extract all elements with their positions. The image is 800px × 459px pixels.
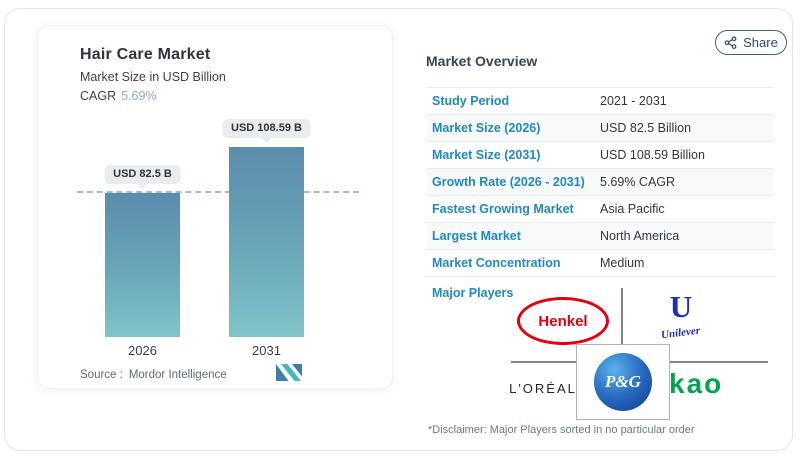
reference-dashed-line — [77, 191, 359, 193]
x-tick-label: 2026 — [128, 343, 157, 358]
bar-2026 — [105, 193, 180, 337]
table-row: Study Period 2021 - 2031 — [426, 88, 774, 115]
row-value: USD 108.59 Billion — [600, 148, 705, 162]
unilever-logo-text: Unilever — [660, 324, 702, 342]
share-icon — [724, 36, 737, 49]
bar-2031 — [229, 147, 304, 337]
players-horizontal-divider-left — [511, 361, 576, 363]
chart-card: Hair Care Market Market Size in USD Bill… — [37, 25, 393, 389]
overview-table: Study Period 2021 - 2031 Market Size (2026… — [426, 87, 774, 277]
pg-logo: P&G — [594, 353, 652, 411]
table-row: Largest Market North America — [426, 223, 774, 250]
loreal-logo: L'ORÉAL — [509, 381, 577, 396]
source-label: Source : — [80, 369, 123, 381]
row-label: Market Size (2026) — [432, 121, 541, 135]
row-value: 2021 - 2031 — [600, 94, 667, 108]
pg-logo-text: P&G — [605, 372, 641, 391]
overview-title: Market Overview — [426, 53, 538, 69]
row-label: Largest Market — [432, 229, 521, 243]
table-row: Market Concentration Medium — [426, 250, 774, 277]
row-value: North America — [600, 229, 680, 243]
row-label: Market Concentration — [432, 256, 561, 270]
source-value: Mordor Intelligence — [128, 369, 227, 381]
widget-frame: Share Hair Care Market Market Size in US… — [4, 8, 793, 451]
row-value: USD 82.5 Billion — [600, 121, 692, 135]
players-horizontal-divider-right — [668, 361, 768, 363]
bar-value-pill: USD 108.59 B — [222, 119, 311, 143]
bar-value-pill: USD 82.5 B — [104, 165, 181, 189]
chart-area: USD 82.5 B USD 108.59 B — [38, 119, 392, 337]
row-label: Study Period — [432, 94, 510, 108]
source-attribution: Source : Mordor Intelligence — [80, 369, 227, 381]
unilever-logo: U Unilever — [653, 290, 709, 352]
share-button-label: Share — [743, 35, 778, 50]
share-button[interactable]: Share — [715, 30, 787, 55]
henkel-logo-text: Henkel — [538, 312, 588, 330]
kao-logo: kao — [669, 368, 724, 399]
row-value: Medium — [600, 256, 645, 270]
cagr-row: CAGR 5.69% — [80, 89, 157, 103]
cagr-label: CAGR — [80, 89, 117, 103]
table-row: Market Size (2026) USD 82.5 Billion — [426, 115, 774, 142]
cagr-value: 5.69% — [121, 89, 157, 103]
x-tick-label: 2031 — [252, 343, 281, 358]
row-label: Fastest Growing Market — [432, 202, 574, 216]
row-value: 5.69% CAGR — [600, 175, 676, 189]
table-row: Growth Rate (2026 - 2031) 5.69% CAGR — [426, 169, 774, 196]
table-row: Fastest Growing Market Asia Pacific — [426, 196, 774, 223]
henkel-logo: Henkel — [517, 297, 609, 345]
unilever-monogram: U — [669, 289, 693, 324]
row-label: Growth Rate (2026 - 2031) — [432, 175, 585, 189]
chart-subtitle: Market Size in USD Billion — [80, 70, 226, 84]
mordor-intelligence-logo-icon — [276, 363, 302, 381]
row-value: Asia Pacific — [600, 202, 665, 216]
players-vertical-divider — [621, 288, 623, 344]
major-players-label: Major Players — [432, 286, 514, 300]
pg-logo-box: P&G — [576, 344, 670, 420]
table-row: Market Size (2031) USD 108.59 Billion — [426, 142, 774, 169]
row-label: Market Size (2031) — [432, 148, 541, 162]
disclaimer-text: *Disclaimer: Major Players sorted in no … — [428, 424, 695, 436]
chart-title: Hair Care Market — [80, 46, 211, 63]
